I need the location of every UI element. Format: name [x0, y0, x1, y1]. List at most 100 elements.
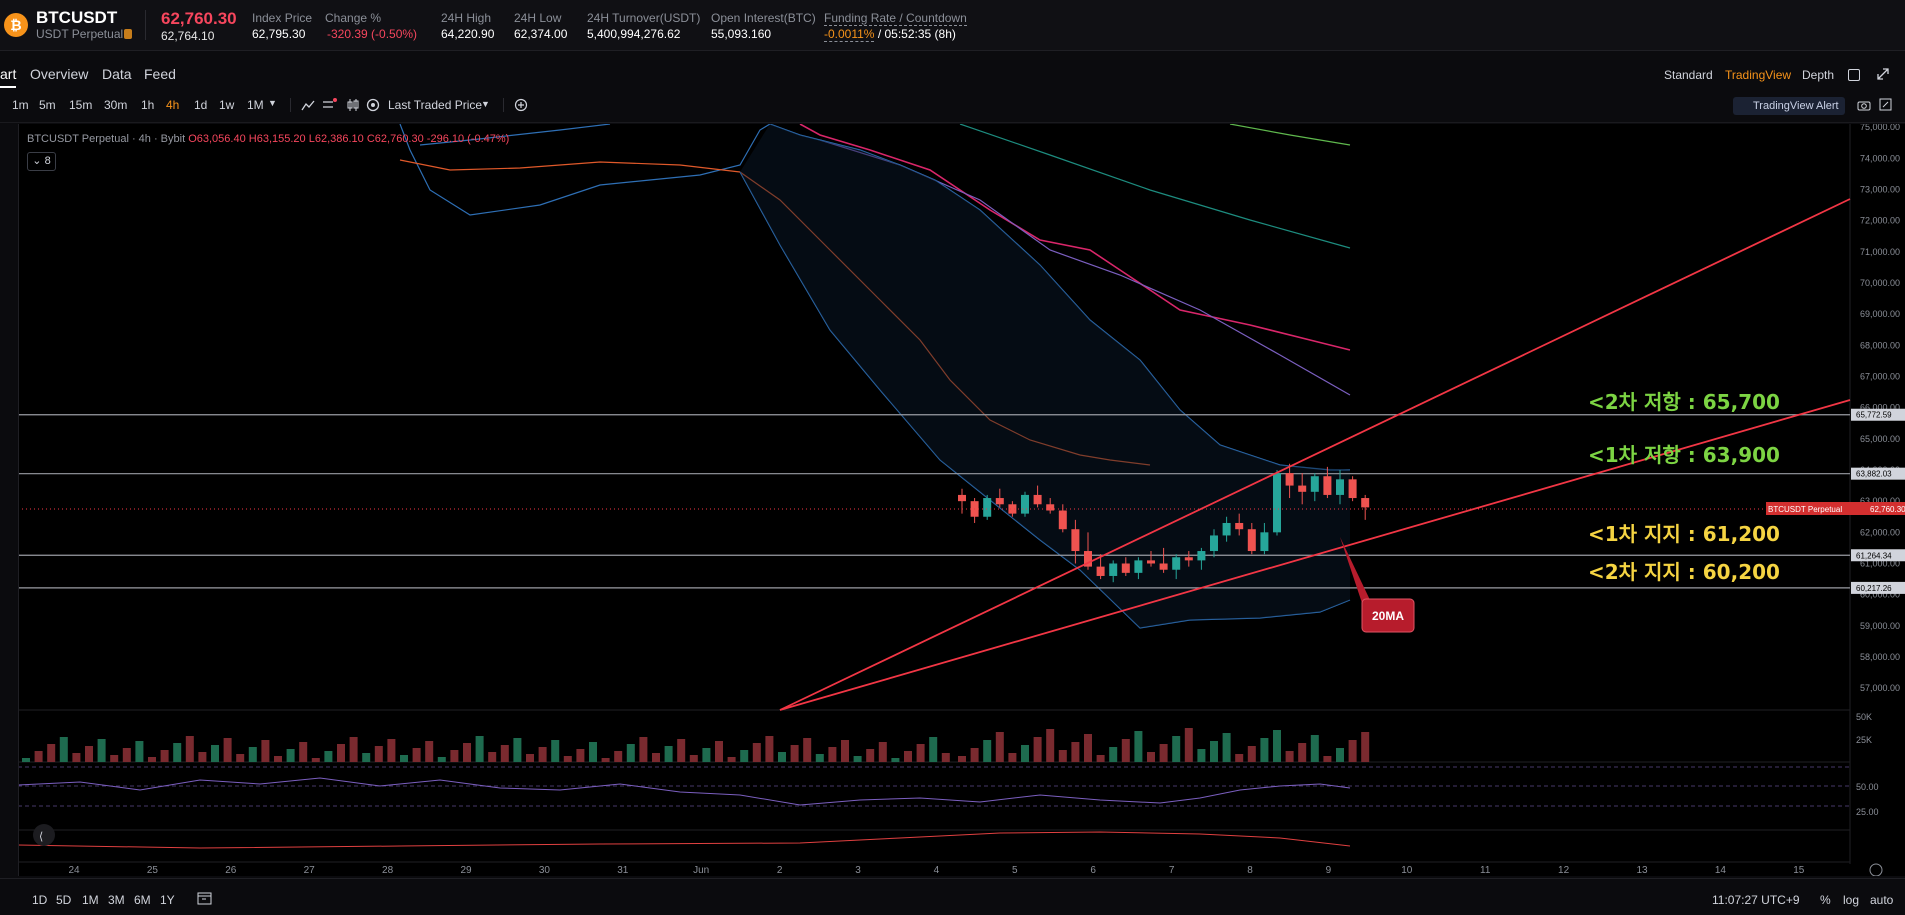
range-1d[interactable]: 1D — [32, 893, 48, 907]
tf-30m[interactable]: 30m — [104, 98, 128, 112]
ma20-callout[interactable] — [1361, 598, 1415, 633]
volume-bar — [929, 737, 938, 762]
view-depth[interactable]: Depth — [1802, 68, 1835, 82]
tf-1d[interactable]: 1d — [194, 98, 208, 112]
indicators-toggle[interactable]: ⌄ 8 — [27, 152, 56, 171]
volume-bar — [198, 752, 207, 762]
resistance-1-annotation[interactable]: <1차 저항 : 63,900 — [1588, 443, 1780, 467]
horizontal-levels: 65,772.59 63,882.03 61,264.34 60,217.26 — [18, 408, 1905, 594]
toolbar-divider — [503, 98, 504, 112]
time-axis-ticks: 24 25 26 27 28 29 30 31 Jun 2 3 4 5 6 7 8 9 10 11 12 13 14 15 — [68, 865, 1804, 876]
volume-bar — [702, 748, 711, 762]
range-1m[interactable]: 1M — [82, 893, 99, 907]
expand-icon[interactable] — [1876, 67, 1890, 81]
last-price-tag — [1766, 502, 1850, 515]
candle-body — [1147, 560, 1155, 564]
range-5d[interactable]: 5D — [56, 893, 72, 907]
price-tick: 57,000.00 — [1860, 683, 1900, 693]
info-icon[interactable] — [124, 29, 132, 39]
range-3m[interactable]: 3M — [108, 893, 125, 907]
range-1y[interactable]: 1Y — [160, 893, 175, 907]
volume-bar — [1134, 731, 1143, 762]
price-source-icon — [366, 98, 380, 112]
candle-body — [1285, 473, 1294, 486]
legend-open: O63,056.40 — [188, 133, 246, 145]
tf-1w[interactable]: 1w — [219, 98, 235, 112]
price-chart[interactable]: 75,000.00 74,000.00 73,000.00 72,000.00 71,0… — [0, 124, 1905, 876]
scroll-button[interactable] — [33, 824, 55, 846]
resistance-2-annotation[interactable]: <2차 저항 : 65,700 — [1588, 390, 1780, 414]
price-source-dropdown-icon[interactable]: ▼ — [481, 99, 490, 109]
timeframe-dropdown-icon[interactable]: ▼ — [268, 98, 277, 108]
volume-bar — [1147, 752, 1155, 762]
funding-rate: -0.0011% — [824, 27, 875, 42]
volume-bar — [488, 752, 497, 762]
tab-row — [0, 51, 1905, 89]
tab-data[interactable]: Data — [102, 66, 132, 82]
volume-bar — [1348, 740, 1357, 762]
price-tick: 66,000.00 — [1860, 403, 1900, 413]
date-range-icon[interactable] — [197, 891, 213, 905]
candle-body — [1323, 476, 1332, 495]
support-1-annotation[interactable]: <1차 지지 : 61,200 — [1588, 522, 1780, 546]
symbol-name[interactable]: BTCUSDT — [36, 8, 118, 27]
candle-body — [1235, 522, 1244, 530]
indicator-chart-icon[interactable] — [301, 99, 315, 111]
scroll-icon[interactable]: ⟨ — [39, 831, 43, 843]
auto-toggle[interactable]: auto — [1870, 893, 1894, 907]
volume-bar — [1336, 748, 1344, 762]
volume-bar — [664, 746, 673, 762]
tf-15m[interactable]: 15m — [69, 98, 93, 112]
lower-trendline[interactable] — [779, 399, 1851, 711]
volume-bar — [1021, 745, 1029, 762]
volume-bar — [866, 749, 875, 762]
range-6m[interactable]: 6M — [134, 893, 151, 907]
candle-body — [1109, 563, 1118, 576]
volume-bar — [752, 743, 761, 762]
add-icon[interactable] — [514, 98, 528, 112]
tf-1M[interactable]: 1M — [247, 98, 264, 112]
tf-1h[interactable]: 1h — [141, 98, 155, 112]
settings-icon[interactable] — [1869, 863, 1883, 876]
view-standard[interactable]: Standard — [1664, 68, 1713, 82]
volume-bar — [47, 744, 56, 762]
volume-bar — [1247, 746, 1256, 762]
support-2-annotation[interactable]: <2차 지지 : 60,200 — [1588, 560, 1780, 584]
volume-bar — [450, 750, 459, 762]
percent-toggle[interactable]: % — [1820, 893, 1831, 907]
tf-5m[interactable]: 5m — [39, 98, 56, 112]
time-tick: 10 — [1401, 865, 1413, 876]
legend-symbol: BTCUSDT Perpetual · 4h · Bybit — [27, 133, 186, 145]
upper-trendline[interactable] — [779, 198, 1851, 711]
camera-icon[interactable] — [1857, 99, 1871, 111]
volume-bar — [1159, 744, 1168, 762]
funding-value: -0.0011% / 05:52:35 (8h) — [824, 27, 956, 42]
volume-bar — [185, 736, 194, 762]
tf-4h[interactable]: 4h — [166, 98, 180, 112]
volume-bar — [715, 741, 723, 762]
tradingview-alert-button[interactable]: TradingView Alert — [1733, 97, 1845, 115]
price-axis[interactable] — [1850, 124, 1905, 864]
volume-bar — [563, 756, 572, 762]
tab-overview[interactable]: Overview — [30, 66, 89, 82]
price-source-select[interactable]: Last Traded Price — [388, 98, 483, 112]
candle-body — [1134, 560, 1143, 573]
window-icon[interactable] — [1848, 69, 1860, 81]
volume-bar — [790, 745, 799, 762]
tab-feed[interactable]: Feed — [144, 66, 176, 82]
volume-bar — [248, 747, 257, 762]
time-tick: 29 — [460, 865, 472, 876]
tf-1m[interactable]: 1m — [12, 98, 29, 112]
candle-type-icon[interactable] — [346, 98, 360, 112]
ma20-callout-label: 20MA — [1372, 609, 1404, 623]
log-toggle[interactable]: log — [1843, 893, 1860, 907]
tab-chart[interactable]: art — [0, 66, 17, 82]
view-tradingview[interactable]: TradingView — [1725, 68, 1792, 82]
volume-bar — [72, 753, 81, 762]
drawing-toolbar[interactable] — [0, 124, 19, 876]
fullscreen-icon[interactable] — [1879, 98, 1892, 111]
indicators-icon[interactable] — [322, 97, 338, 111]
volume-bar — [1222, 733, 1231, 762]
chart-toolbar — [0, 92, 1905, 123]
volume-bar — [1361, 732, 1370, 762]
